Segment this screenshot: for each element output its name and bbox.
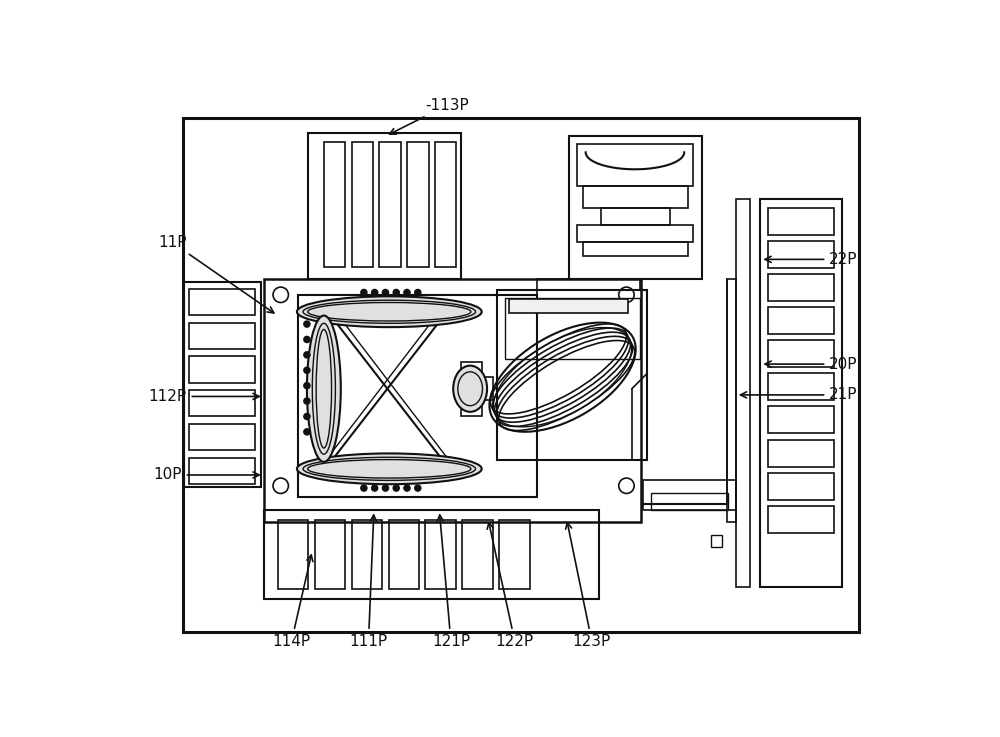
Circle shape: [304, 336, 310, 343]
Bar: [462, 520, 493, 589]
Bar: [505, 298, 640, 360]
Text: 22P: 22P: [765, 252, 858, 267]
Text: 122P: 122P: [487, 523, 534, 649]
Text: 112P: 112P: [148, 389, 259, 404]
Bar: [768, 374, 834, 400]
Text: 121P: 121P: [432, 515, 470, 649]
Bar: [352, 142, 373, 267]
Bar: [577, 225, 693, 242]
Ellipse shape: [307, 315, 341, 462]
Bar: [768, 406, 834, 433]
Bar: [497, 290, 647, 460]
Bar: [189, 391, 255, 416]
Bar: [389, 520, 419, 589]
Circle shape: [393, 485, 399, 491]
Bar: [308, 133, 461, 279]
Bar: [183, 118, 859, 632]
Circle shape: [304, 398, 310, 404]
Circle shape: [404, 290, 410, 296]
Bar: [324, 142, 345, 267]
Bar: [461, 362, 482, 416]
Bar: [189, 425, 255, 450]
Bar: [768, 439, 834, 467]
Text: 21P: 21P: [740, 388, 858, 402]
Bar: [189, 458, 255, 484]
Text: 11P: 11P: [158, 235, 274, 313]
Bar: [651, 493, 728, 511]
Bar: [189, 289, 255, 315]
Circle shape: [393, 290, 399, 296]
Circle shape: [382, 290, 389, 296]
Bar: [768, 472, 834, 500]
Bar: [435, 142, 456, 267]
Circle shape: [304, 429, 310, 435]
Circle shape: [404, 485, 410, 491]
Circle shape: [304, 383, 310, 388]
Circle shape: [415, 290, 421, 296]
Text: 20P: 20P: [765, 357, 858, 371]
Bar: [643, 480, 736, 511]
Bar: [499, 520, 530, 589]
Bar: [760, 198, 842, 587]
Bar: [711, 535, 722, 548]
Bar: [315, 520, 345, 589]
Bar: [278, 520, 308, 589]
Bar: [577, 144, 693, 186]
Bar: [768, 506, 834, 533]
Bar: [264, 279, 641, 522]
Circle shape: [304, 352, 310, 358]
Bar: [736, 198, 750, 587]
Bar: [264, 511, 599, 599]
Bar: [768, 241, 834, 268]
Circle shape: [361, 485, 367, 491]
Bar: [601, 208, 670, 225]
Bar: [768, 274, 834, 301]
Circle shape: [372, 485, 378, 491]
Bar: [189, 357, 255, 383]
Bar: [768, 340, 834, 367]
Ellipse shape: [297, 453, 482, 484]
Ellipse shape: [297, 296, 482, 327]
Text: -113P: -113P: [390, 98, 469, 134]
Bar: [768, 208, 834, 235]
Bar: [727, 279, 736, 522]
Bar: [583, 186, 688, 208]
Bar: [352, 520, 382, 589]
Circle shape: [372, 290, 378, 296]
Bar: [583, 242, 688, 256]
Ellipse shape: [453, 366, 487, 412]
Bar: [407, 142, 429, 267]
Text: 114P: 114P: [272, 555, 313, 649]
Bar: [425, 520, 456, 589]
Bar: [509, 298, 628, 312]
Bar: [379, 142, 401, 267]
Circle shape: [382, 485, 389, 491]
Bar: [298, 295, 537, 497]
Text: 10P: 10P: [153, 467, 259, 483]
Text: 111P: 111P: [349, 515, 388, 649]
Circle shape: [361, 290, 367, 296]
Circle shape: [304, 413, 310, 419]
Circle shape: [304, 367, 310, 374]
Bar: [189, 323, 255, 349]
Bar: [569, 136, 702, 279]
Circle shape: [415, 485, 421, 491]
Bar: [184, 282, 261, 486]
Bar: [482, 377, 493, 400]
Circle shape: [304, 321, 310, 327]
Text: 123P: 123P: [566, 523, 611, 649]
Bar: [768, 307, 834, 334]
